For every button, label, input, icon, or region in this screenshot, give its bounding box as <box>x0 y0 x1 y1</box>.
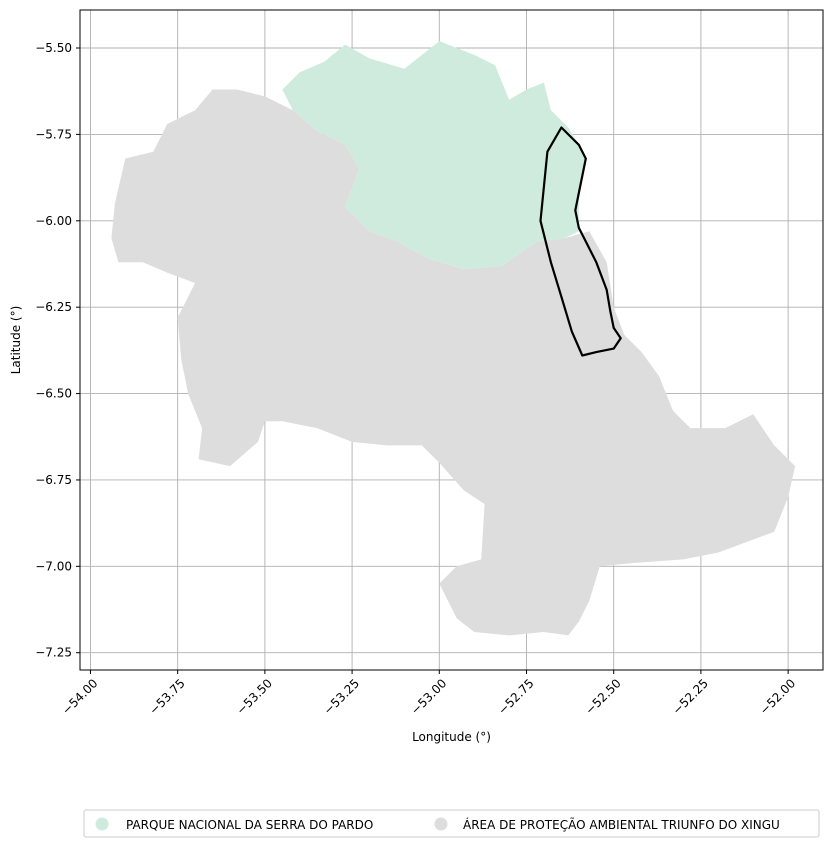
legend-marker-parque <box>95 817 109 831</box>
y-tick-label: −5.50 <box>35 41 72 55</box>
x-tick-label: −52.00 <box>757 676 798 717</box>
x-tick-label: −52.50 <box>583 676 624 717</box>
y-tick-label: −7.00 <box>35 559 72 573</box>
plot-frame <box>79 9 824 671</box>
x-tick-label: −53.75 <box>146 676 187 717</box>
legend-label-apa: ÁREA DE PROTEÇÃO AMBIENTAL TRIUNFO DO XI… <box>463 817 780 832</box>
y-tick-label: −6.00 <box>35 214 72 228</box>
legend: PARQUE NACIONAL DA SERRA DO PARDO ÁREA D… <box>83 809 820 838</box>
y-axis-ticks: −5.50 −5.75 −6.00 −6.25 −6.50 −6.75 −7.00 −7.25 <box>35 41 80 660</box>
legend-box <box>83 809 820 838</box>
y-axis-label: Latitude (°) <box>9 306 23 375</box>
region-outline-boundary <box>539 126 622 357</box>
region-parque-serra-do-pardo <box>282 41 586 270</box>
x-axis-ticks: −54.00 −53.75 −53.50 −53.25 −53.00 −52.75 −52.… <box>59 670 798 718</box>
x-axis-label: Longitude (°) <box>412 730 491 744</box>
x-tick-label: −52.25 <box>670 676 711 717</box>
map-regions <box>111 41 796 636</box>
y-tick-label: −6.75 <box>35 473 72 487</box>
x-tick-label: −53.25 <box>321 676 362 717</box>
y-tick-label: −5.75 <box>35 127 72 141</box>
y-tick-label: −6.25 <box>35 300 72 314</box>
x-tick-label: −52.75 <box>495 676 536 717</box>
region-apa-triunfo-do-xingu <box>111 89 796 636</box>
legend-label-parque: PARQUE NACIONAL DA SERRA DO PARDO <box>126 818 373 832</box>
x-tick-label: −53.50 <box>234 676 275 717</box>
x-tick-label: −54.00 <box>59 676 100 717</box>
y-tick-label: −6.50 <box>35 387 72 401</box>
y-tick-label: −7.25 <box>35 646 72 660</box>
legend-marker-apa <box>434 817 448 831</box>
x-tick-label: −53.00 <box>408 676 449 717</box>
